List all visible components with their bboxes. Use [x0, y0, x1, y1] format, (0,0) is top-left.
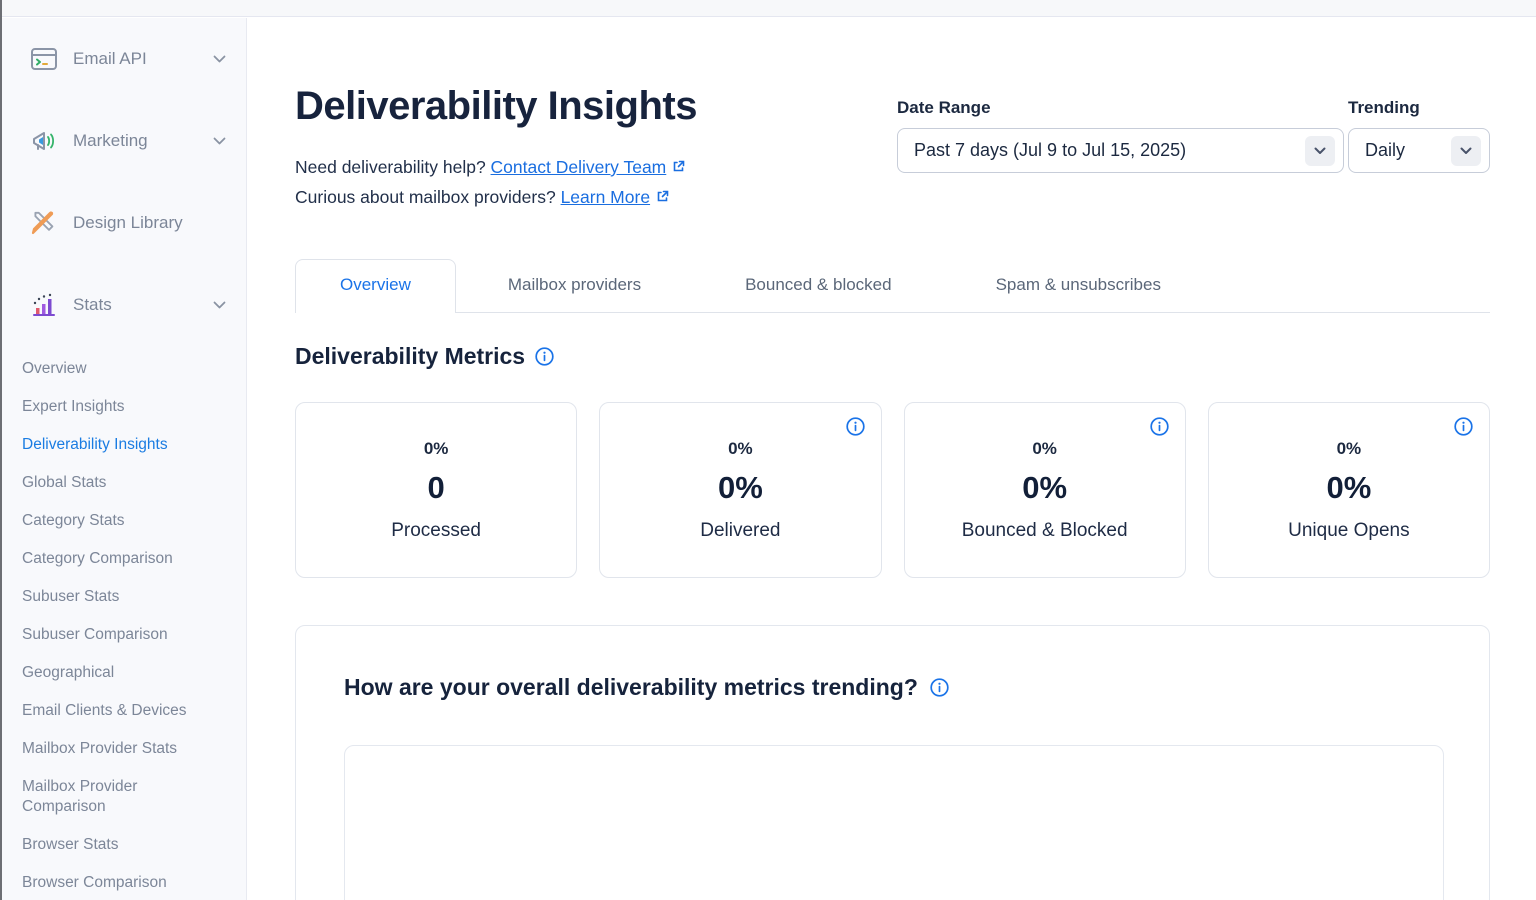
- sidebar-item-email-api[interactable]: Email API: [2, 18, 246, 100]
- sidebar-item-stats[interactable]: Stats: [2, 264, 246, 346]
- subnav-geographical[interactable]: Geographical: [22, 664, 115, 681]
- subnav-subuser-comparison[interactable]: Subuser Comparison: [22, 626, 168, 643]
- metric-label: Bounced & Blocked: [961, 519, 1128, 541]
- help-text: Need deliverability help?: [295, 157, 491, 177]
- metric-label: Delivered: [700, 519, 781, 541]
- terminal-window-icon: [30, 45, 58, 73]
- trending-label: Trending: [1348, 98, 1420, 117]
- window-left-edge: [0, 0, 2, 900]
- date-range-chevron-button[interactable]: [1305, 135, 1335, 166]
- date-range-value: Past 7 days (Jul 9 to Jul 15, 2025): [914, 140, 1187, 160]
- metric-value: 0%: [717, 469, 763, 505]
- sidebar-item-design-library[interactable]: Design Library: [2, 182, 246, 264]
- subnav-global-stats[interactable]: Global Stats: [22, 474, 107, 491]
- trending-chevron-button[interactable]: [1451, 135, 1481, 166]
- metrics-heading-row: Deliverability Metrics: [295, 343, 1490, 370]
- help-lines: Need deliverability help? Contact Delive…: [295, 153, 697, 213]
- subnav-email-clients-devices[interactable]: Email Clients & Devices: [22, 702, 187, 719]
- subnav-mailbox-provider-comparison[interactable]: Mailbox Provider Comparison: [22, 778, 138, 815]
- subnav-category-stats[interactable]: Category Stats: [22, 512, 125, 529]
- subnav-deliverability-insights[interactable]: Deliverability Insights: [22, 436, 168, 453]
- sidebar-item-label: Design Library: [73, 213, 183, 232]
- info-icon[interactable]: [1454, 417, 1473, 436]
- external-link-icon: [655, 184, 670, 213]
- trending-control: Trending Daily: [1348, 98, 1490, 173]
- help-text: Curious about mailbox providers?: [295, 187, 561, 207]
- sidebar-item-label: Email API: [73, 49, 147, 68]
- metric-card-delivered: 0% 0% Delivered: [599, 402, 882, 578]
- metric-cards: 0% 0 Processed 0% 0% Delivered 0% 0% Bou…: [295, 402, 1490, 578]
- metric-card-unique-opens: 0% 0% Unique Opens: [1207, 402, 1490, 578]
- metric-card-bounced-blocked: 0% 0% Bounced & Blocked: [903, 402, 1186, 578]
- metric-card-processed: 0% 0 Processed: [295, 402, 578, 578]
- date-range-label: Date Range: [897, 98, 991, 117]
- trend-heading: How are your overall deliverability metr…: [344, 674, 918, 700]
- metric-top-percent: 0%: [423, 438, 449, 458]
- chevron-down-icon: [213, 50, 226, 68]
- sidebar: Email API Marketing: [2, 18, 247, 900]
- subnav-browser-stats[interactable]: Browser Stats: [22, 836, 119, 853]
- trend-chart-area: [344, 745, 1444, 900]
- contact-delivery-team-link[interactable]: Contact Delivery Team: [490, 157, 667, 177]
- megaphone-icon: [30, 127, 58, 155]
- metric-top-percent: 0%: [728, 438, 753, 458]
- metric-label: Unique Opens: [1288, 519, 1410, 541]
- metric-top-percent: 0%: [1032, 438, 1057, 458]
- info-icon[interactable]: [1150, 417, 1169, 436]
- subnav-mailbox-provider-stats[interactable]: Mailbox Provider Stats: [22, 740, 178, 757]
- date-range-select[interactable]: Past 7 days (Jul 9 to Jul 15, 2025): [897, 128, 1344, 173]
- main-content: Deliverability Insights Need deliverabil…: [247, 18, 1536, 900]
- trend-heading-row: How are your overall deliverability metr…: [344, 674, 1444, 701]
- trending-select[interactable]: Daily: [1348, 128, 1490, 173]
- tab-bar: Overview Mailbox providers Bounced & blo…: [295, 259, 1490, 313]
- stats-subnav: Overview Expert Insights Deliverability …: [2, 350, 246, 900]
- app-root: Email API Marketing: [2, 18, 1536, 900]
- tab-overview[interactable]: Overview: [295, 259, 456, 313]
- page-header: Deliverability Insights Need deliverabil…: [295, 84, 1490, 213]
- metrics-heading: Deliverability Metrics: [295, 343, 526, 369]
- sidebar-item-label: Marketing: [73, 131, 148, 150]
- info-icon[interactable]: [845, 417, 865, 436]
- external-link-icon: [671, 154, 686, 183]
- tab-spam-unsubscribes[interactable]: Spam & unsubscribes: [995, 275, 1161, 294]
- tab-bounced-blocked[interactable]: Bounced & blocked: [745, 275, 892, 294]
- design-library-icon: [30, 209, 58, 237]
- metric-value: 0: [427, 469, 445, 505]
- metric-value: 0%: [1326, 469, 1372, 505]
- subnav-overview[interactable]: Overview: [22, 360, 87, 377]
- chevron-down-icon: [213, 296, 226, 314]
- help-line-providers: Curious about mailbox providers? Learn M…: [295, 183, 697, 213]
- info-icon[interactable]: [535, 347, 554, 366]
- date-range-control: Date Range Past 7 days (Jul 9 to Jul 15,…: [897, 98, 1344, 173]
- tab-mailbox-providers[interactable]: Mailbox providers: [507, 275, 642, 294]
- filter-controls: Date Range Past 7 days (Jul 9 to Jul 15,…: [897, 98, 1490, 173]
- sidebar-item-marketing[interactable]: Marketing: [2, 100, 246, 182]
- chevron-down-icon: [213, 132, 226, 150]
- window-top-strip: [0, 0, 1536, 17]
- subnav-browser-comparison[interactable]: Browser Comparison: [22, 874, 167, 891]
- learn-more-link[interactable]: Learn More: [560, 187, 651, 207]
- trending-value: Daily: [1365, 140, 1406, 160]
- info-icon[interactable]: [930, 678, 949, 697]
- metric-value: 0%: [1022, 469, 1068, 505]
- subnav-subuser-stats[interactable]: Subuser Stats: [22, 588, 120, 605]
- bar-chart-icon: [30, 291, 58, 319]
- sidebar-item-label: Stats: [73, 295, 112, 314]
- subnav-category-comparison[interactable]: Category Comparison: [22, 550, 173, 567]
- help-line-delivery: Need deliverability help? Contact Delive…: [295, 153, 697, 183]
- trend-panel: How are your overall deliverability metr…: [295, 625, 1490, 900]
- metric-label: Processed: [391, 519, 482, 541]
- subnav-expert-insights[interactable]: Expert Insights: [22, 398, 125, 415]
- page-title: Deliverability Insights: [295, 84, 697, 128]
- metric-top-percent: 0%: [1336, 438, 1362, 458]
